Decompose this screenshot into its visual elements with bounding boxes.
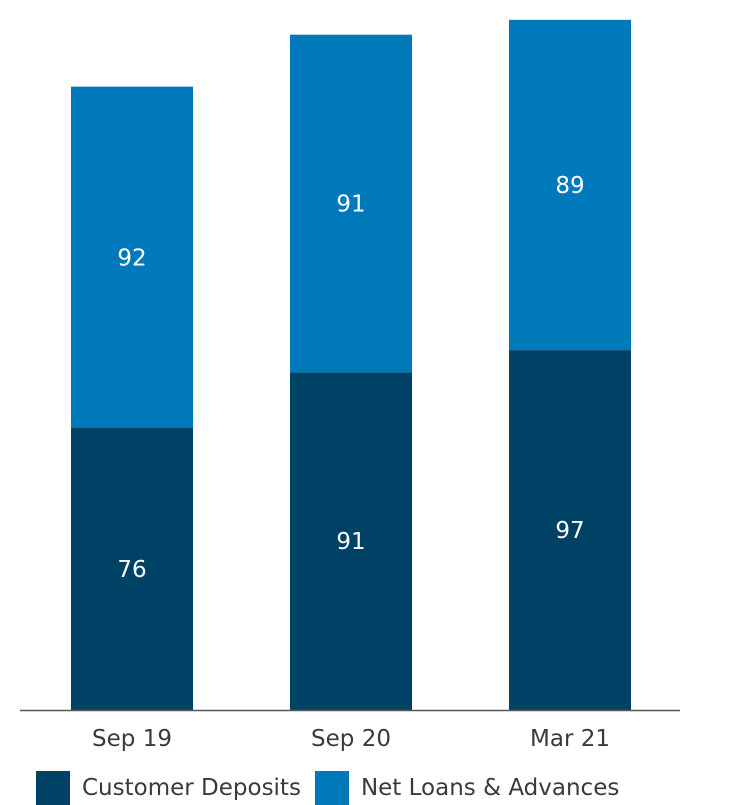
data-label-net-loans-advances-sep-20: 91	[336, 192, 365, 218]
data-label-customer-deposits-sep-20: 91	[336, 529, 365, 555]
data-label-net-loans-advances-mar-21: 89	[555, 173, 584, 199]
legend-label-customer-deposits: Customer Deposits	[82, 775, 301, 801]
data-label-net-loans-advances-sep-19: 92	[117, 245, 146, 271]
x-tick-label-sep-20: Sep 20	[311, 726, 391, 752]
bar-customer-deposits-mar-21	[509, 350, 631, 710]
x-tick-label-sep-19: Sep 19	[92, 726, 172, 752]
bars-layer	[71, 19, 631, 710]
data-label-customer-deposits-mar-21: 97	[555, 518, 584, 544]
data-label-customer-deposits-sep-19: 76	[117, 557, 146, 583]
x-tick-label-mar-21: Mar 21	[530, 726, 610, 752]
legend-item-net-loans-advances: Net Loans & Advances	[314, 771, 620, 805]
bar-net-loans-advances-sep-20	[290, 34, 412, 373]
chart-legend: Customer Deposits Net Loans & Advances	[36, 771, 633, 805]
x-axis-tick-labels: Sep 19 Sep 20 Mar 21	[92, 726, 610, 752]
legend-swatch-customer-deposits	[36, 771, 70, 805]
data-labels-layer: 76 92 91 91 97 89	[117, 173, 584, 583]
bar-customer-deposits-sep-19	[71, 428, 193, 710]
bar-net-loans-advances-sep-19	[71, 86, 193, 428]
legend-item-customer-deposits: Customer Deposits	[36, 771, 301, 805]
bar-customer-deposits-sep-20	[290, 372, 412, 710]
bar-net-loans-advances-mar-21	[509, 19, 631, 351]
stacked-bar-chart: 76 92 91 91 97 89 Sep 19 Sep 20 Mar 21	[20, 19, 680, 752]
legend-swatch-net-loans-advances	[314, 771, 349, 805]
legend-label-net-loans-advances: Net Loans & Advances	[360, 775, 620, 801]
